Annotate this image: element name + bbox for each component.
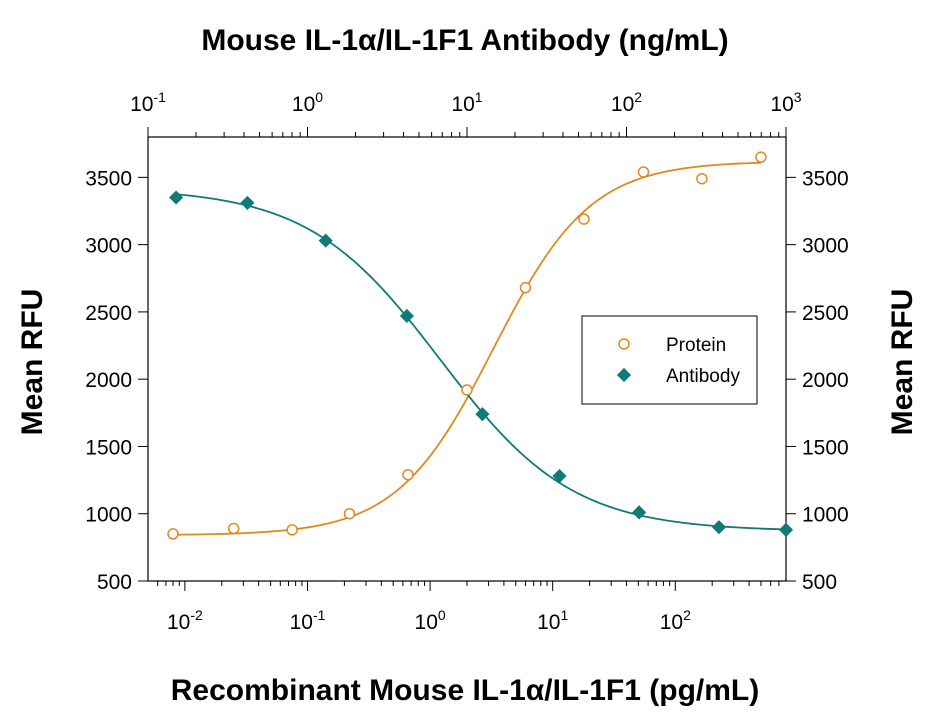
data-points xyxy=(167,151,794,540)
legend-box xyxy=(581,315,758,405)
point-antibody xyxy=(552,468,567,484)
bottom-tick-label-2: 100 xyxy=(415,607,446,634)
point-protein xyxy=(167,528,179,540)
legend-marker-antibody xyxy=(616,367,632,383)
right-tick-label-4: 2500 xyxy=(802,302,849,325)
legend: Protein Antibody xyxy=(581,315,758,405)
point-protein xyxy=(755,151,767,163)
right-tick-label-6: 3500 xyxy=(802,167,849,190)
right-tick-label-3: 2000 xyxy=(802,369,849,392)
point-antibody xyxy=(778,522,794,537)
point-protein xyxy=(637,166,650,178)
point-antibody xyxy=(632,505,647,520)
point-protein xyxy=(402,468,414,481)
legend-label-antibody: Antibody xyxy=(666,366,740,387)
point-antibody xyxy=(399,308,414,324)
y-axis-label-left: Mean RFU xyxy=(16,289,49,436)
left-tick-label-2: 1500 xyxy=(85,436,132,459)
point-protein xyxy=(696,172,708,185)
legend-label-protein: Protein xyxy=(666,335,726,356)
left-tick-label-0: 500 xyxy=(97,571,132,594)
left-tick-label-3: 2000 xyxy=(85,369,132,392)
point-antibody xyxy=(475,407,490,422)
bottom-tick-label-1: 10-1 xyxy=(290,607,326,634)
top-tick-label-1: 100 xyxy=(292,89,323,116)
axis-ticks: 10-2 10-1 100 101 102 10-1 100 101 102 103 500 500 1… xyxy=(85,89,848,634)
point-protein xyxy=(286,524,298,536)
point-antibody xyxy=(169,190,184,205)
point-protein xyxy=(519,281,532,294)
top-tick-label-4: 103 xyxy=(770,89,801,116)
y-axis-label-right: Mean RFU xyxy=(886,289,919,436)
bottom-tick-label-3: 101 xyxy=(537,607,568,634)
bottom-tick-label-0: 10-2 xyxy=(167,607,203,634)
fit-curve-protein xyxy=(173,161,762,536)
x-axis-label: Recombinant Mouse IL-1α/IL-1F1 (pg/mL) xyxy=(171,674,759,707)
right-tick-label-1: 1000 xyxy=(802,504,849,527)
right-tick-label-0: 500 xyxy=(802,571,837,594)
legend-marker-protein xyxy=(618,338,630,350)
bottom-tick-label-4: 102 xyxy=(660,607,691,634)
top-tick-label-0: 10-1 xyxy=(130,89,166,116)
top-tick-label-2: 101 xyxy=(451,89,482,116)
right-tick-label-2: 1500 xyxy=(802,436,849,459)
top-tick-label-3: 102 xyxy=(611,89,642,116)
left-tick-label-5: 3000 xyxy=(85,235,132,258)
point-antibody xyxy=(318,233,333,248)
point-antibody xyxy=(711,520,727,535)
point-protein xyxy=(227,522,240,535)
point-protein xyxy=(461,384,473,396)
point-protein xyxy=(578,213,590,225)
chart-title: Mouse IL-1α/IL-1F1 Antibody (ng/mL) xyxy=(201,24,728,57)
left-tick-label-1: 1000 xyxy=(85,504,132,527)
left-tick-label-4: 2500 xyxy=(85,302,132,325)
left-tick-label-6: 3500 xyxy=(85,167,132,190)
right-tick-label-5: 3000 xyxy=(802,235,849,258)
point-protein xyxy=(343,507,356,520)
point-antibody xyxy=(240,195,255,210)
